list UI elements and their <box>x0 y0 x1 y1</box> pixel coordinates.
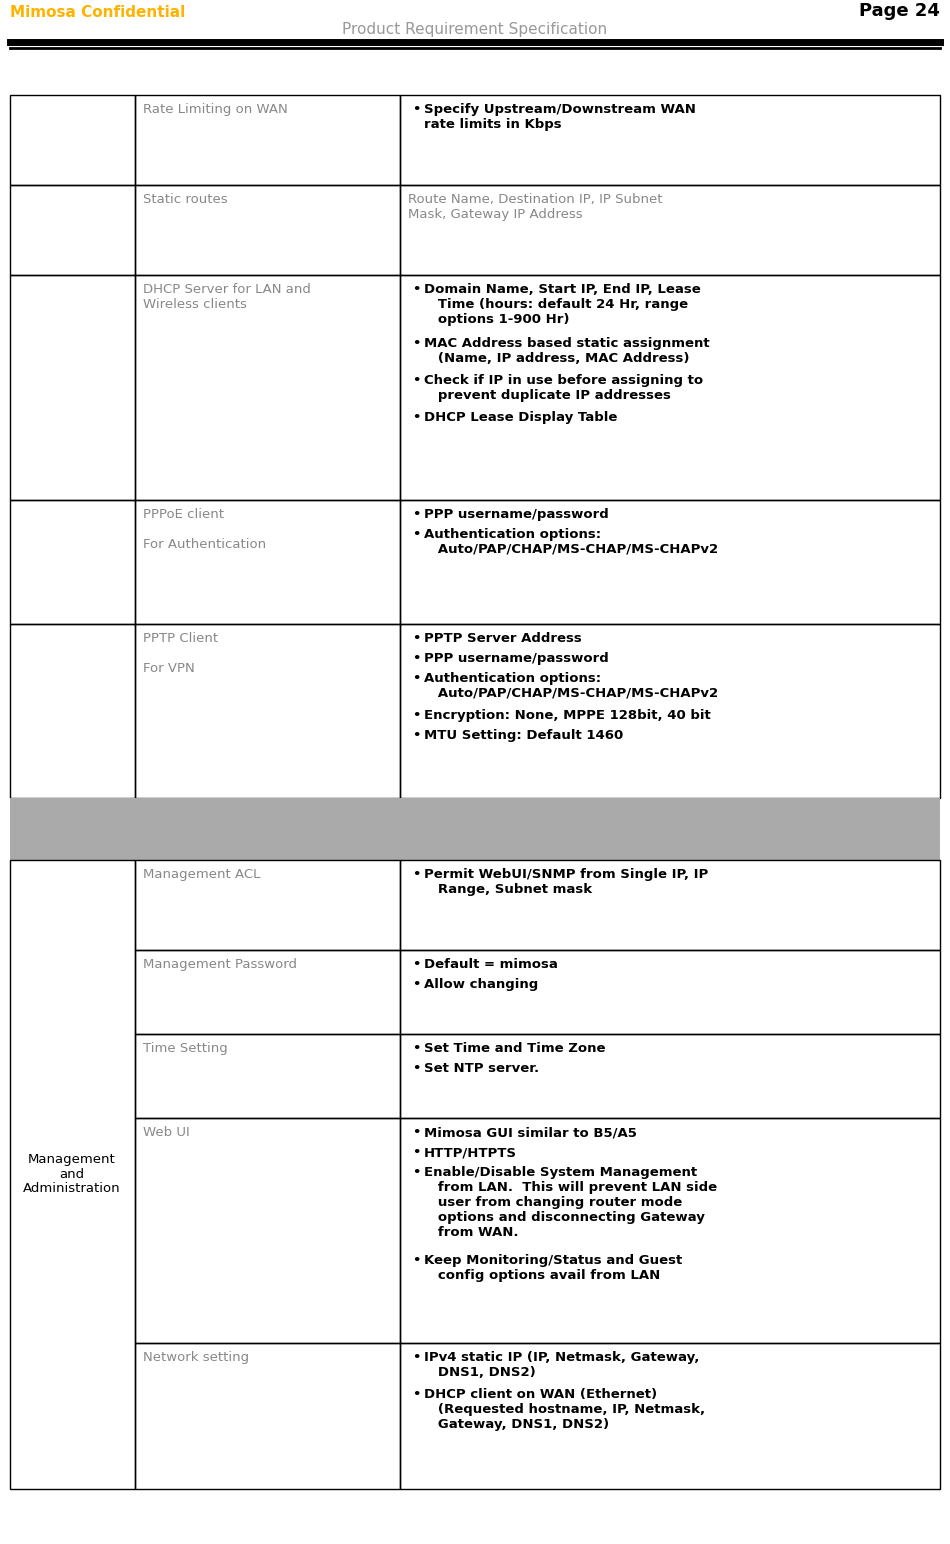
Bar <box>400 185 940 275</box>
Bar <box>10 96 135 185</box>
Text: Domain Name, Start IP, End IP, Lease
   Time (hours: default 24 Hr, range
   opt: Domain Name, Start IP, End IP, Lease Tim… <box>424 283 701 326</box>
Text: Network setting: Network setting <box>143 1351 249 1363</box>
Bar <box>135 1118 400 1343</box>
Bar <box>10 500 135 624</box>
Bar <box>400 1118 940 1343</box>
Text: Management Password: Management Password <box>143 957 297 971</box>
Text: Authentication options:
   Auto/PAP/CHAP/MS-CHAP/MS-CHAPv2: Authentication options: Auto/PAP/CHAP/MS… <box>424 528 718 556</box>
Bar <box>400 500 940 624</box>
Text: Permit WebUI/SNMP from Single IP, IP
   Range, Subnet mask: Permit WebUI/SNMP from Single IP, IP Ran… <box>424 868 709 896</box>
Text: •: • <box>412 528 420 540</box>
Bar <box>400 1343 940 1488</box>
Bar <box>400 275 940 500</box>
Text: Page 24: Page 24 <box>859 2 940 20</box>
Text: •: • <box>412 411 420 425</box>
Bar <box>10 624 135 798</box>
Text: •: • <box>412 868 420 882</box>
Bar <box>10 798 940 860</box>
Text: PPTP Client

For VPN: PPTP Client For VPN <box>143 631 218 675</box>
Text: •: • <box>412 672 420 686</box>
Text: •: • <box>412 631 420 645</box>
Bar <box>135 624 400 798</box>
Text: Set Time and Time Zone: Set Time and Time Zone <box>424 1042 605 1055</box>
Text: •: • <box>412 652 420 665</box>
Text: Specify Upstream/Downstream WAN
rate limits in Kbps: Specify Upstream/Downstream WAN rate lim… <box>424 103 695 131</box>
Bar <box>135 96 400 185</box>
Text: DHCP Lease Display Table: DHCP Lease Display Table <box>424 411 618 425</box>
Text: •: • <box>412 374 420 388</box>
Bar <box>135 950 400 1034</box>
Text: Allow changing: Allow changing <box>424 977 539 991</box>
Text: •: • <box>412 977 420 991</box>
Text: Authentication options:
   Auto/PAP/CHAP/MS-CHAP/MS-CHAPv2: Authentication options: Auto/PAP/CHAP/MS… <box>424 672 718 699</box>
Text: •: • <box>412 1166 420 1180</box>
Text: DHCP Server for LAN and
Wireless clients: DHCP Server for LAN and Wireless clients <box>143 283 311 310</box>
Text: PPTP Server Address: PPTP Server Address <box>424 631 581 645</box>
Bar <box>10 275 135 500</box>
Text: Management ACL: Management ACL <box>143 868 260 882</box>
Bar <box>10 185 135 275</box>
Bar <box>400 950 940 1034</box>
Text: •: • <box>412 1126 420 1139</box>
Text: Mimosa GUI similar to B5/A5: Mimosa GUI similar to B5/A5 <box>424 1126 636 1139</box>
Text: MTU Setting: Default 1460: MTU Setting: Default 1460 <box>424 729 623 743</box>
Text: •: • <box>412 1062 420 1075</box>
Bar <box>135 1343 400 1488</box>
Text: PPP username/password: PPP username/password <box>424 508 609 520</box>
Bar <box>135 1034 400 1118</box>
Text: HTTP/HTPTS: HTTP/HTPTS <box>424 1146 517 1160</box>
Text: IPv4 static IP (IP, Netmask, Gateway,
   DNS1, DNS2): IPv4 static IP (IP, Netmask, Gateway, DN… <box>424 1351 699 1379</box>
Bar <box>400 96 940 185</box>
Text: Management
and
Administration: Management and Administration <box>23 1152 121 1195</box>
Bar <box>135 500 400 624</box>
Text: PPP username/password: PPP username/password <box>424 652 609 665</box>
Text: •: • <box>412 508 420 520</box>
Text: •: • <box>412 1254 420 1268</box>
Text: Keep Monitoring/Status and Guest
   config options avail from LAN: Keep Monitoring/Status and Guest config … <box>424 1254 682 1282</box>
Bar <box>400 860 940 950</box>
Text: Check if IP in use before assigning to
   prevent duplicate IP addresses: Check if IP in use before assigning to p… <box>424 374 703 401</box>
Bar <box>10 860 135 1488</box>
Text: •: • <box>412 957 420 971</box>
Text: •: • <box>412 729 420 743</box>
Text: Time Setting: Time Setting <box>143 1042 228 1055</box>
Text: •: • <box>412 1388 420 1400</box>
Text: Set NTP server.: Set NTP server. <box>424 1062 540 1075</box>
Text: •: • <box>412 283 420 296</box>
Text: •: • <box>412 103 420 116</box>
Text: Encryption: None, MPPE 128bit, 40 bit: Encryption: None, MPPE 128bit, 40 bit <box>424 709 711 723</box>
Text: Default = mimosa: Default = mimosa <box>424 957 558 971</box>
Text: Route Name, Destination IP, IP Subnet
Mask, Gateway IP Address: Route Name, Destination IP, IP Subnet Ma… <box>408 193 662 221</box>
Text: Static routes: Static routes <box>143 193 228 205</box>
Bar <box>135 275 400 500</box>
Bar <box>135 185 400 275</box>
Text: Product Requirement Specification: Product Requirement Specification <box>342 22 608 37</box>
Text: •: • <box>412 1146 420 1160</box>
Text: Enable/Disable System Management
   from LAN.  This will prevent LAN side
   use: Enable/Disable System Management from LA… <box>424 1166 717 1238</box>
Text: Rate Limiting on WAN: Rate Limiting on WAN <box>143 103 288 116</box>
Bar <box>400 1034 940 1118</box>
Text: Mimosa Confidential: Mimosa Confidential <box>10 5 185 20</box>
Text: •: • <box>412 1042 420 1055</box>
Text: •: • <box>412 337 420 350</box>
Text: MAC Address based static assignment
   (Name, IP address, MAC Address): MAC Address based static assignment (Nam… <box>424 337 710 364</box>
Bar <box>135 860 400 950</box>
Text: DHCP client on WAN (Ethernet)
   (Requested hostname, IP, Netmask,
   Gateway, D: DHCP client on WAN (Ethernet) (Requested… <box>424 1388 705 1431</box>
Bar <box>400 624 940 798</box>
Text: Web UI: Web UI <box>143 1126 190 1139</box>
Text: •: • <box>412 1351 420 1363</box>
Text: •: • <box>412 709 420 723</box>
Text: PPPoE client

For Authentication: PPPoE client For Authentication <box>143 508 266 551</box>
